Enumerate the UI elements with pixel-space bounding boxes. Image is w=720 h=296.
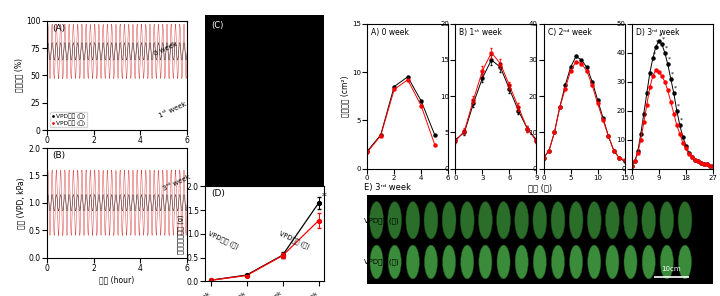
Ellipse shape — [570, 245, 582, 279]
Ellipse shape — [642, 202, 656, 239]
Y-axis label: 相対湿度 (%): 相対湿度 (%) — [14, 59, 23, 92]
Ellipse shape — [642, 245, 655, 279]
Ellipse shape — [479, 245, 492, 279]
Ellipse shape — [570, 202, 583, 239]
Text: (C): (C) — [211, 21, 223, 30]
Ellipse shape — [624, 245, 637, 279]
Text: *: * — [653, 51, 657, 56]
Text: *: * — [678, 103, 680, 108]
Ellipse shape — [442, 202, 456, 239]
Text: C) 2ⁿᵈ week: C) 2ⁿᵈ week — [548, 28, 592, 37]
Ellipse shape — [588, 245, 600, 279]
Text: A) 0 week: A) 0 week — [372, 28, 409, 37]
Text: E) 3ʳᵈ week: E) 3ʳᵈ week — [364, 184, 410, 192]
Ellipse shape — [460, 202, 474, 239]
Ellipse shape — [424, 202, 438, 239]
Ellipse shape — [388, 202, 402, 239]
Text: 葉齢 (枚): 葉齢 (枚) — [528, 184, 552, 192]
Y-axis label: 地上部乾燥重量 (g): 地上部乾燥重量 (g) — [177, 214, 184, 254]
Ellipse shape — [624, 202, 637, 239]
Text: *: * — [321, 192, 326, 202]
Ellipse shape — [461, 245, 474, 279]
Ellipse shape — [515, 245, 528, 279]
Ellipse shape — [533, 202, 546, 239]
Ellipse shape — [606, 245, 619, 279]
Text: *: * — [671, 71, 675, 76]
Text: *: * — [656, 40, 660, 45]
Ellipse shape — [406, 202, 420, 239]
Ellipse shape — [660, 202, 674, 239]
Ellipse shape — [388, 245, 401, 279]
Text: VPD変動 (小): VPD変動 (小) — [364, 259, 398, 265]
X-axis label: 時間 (hour): 時間 (hour) — [99, 276, 135, 284]
Ellipse shape — [479, 202, 492, 239]
Text: B) 1ˢᵗ week: B) 1ˢᵗ week — [459, 28, 503, 37]
Ellipse shape — [606, 202, 619, 239]
Ellipse shape — [534, 245, 546, 279]
Text: 10 cm: 10 cm — [286, 210, 307, 216]
Text: *: * — [680, 118, 683, 123]
Text: VPD変動 (小): VPD変動 (小) — [207, 230, 239, 250]
Text: D) 3ʳᵈ week: D) 3ʳᵈ week — [636, 28, 680, 37]
Text: *: * — [665, 45, 668, 50]
Ellipse shape — [424, 245, 438, 279]
Text: 3ʳᵈ week: 3ʳᵈ week — [162, 174, 191, 192]
Text: (A): (A) — [53, 24, 66, 33]
Text: (B): (B) — [53, 151, 66, 160]
Text: *: * — [674, 86, 678, 91]
Y-axis label: 齊差 (VPD, kPa): 齊差 (VPD, kPa) — [17, 177, 26, 229]
Ellipse shape — [406, 245, 419, 279]
Ellipse shape — [678, 245, 691, 279]
Ellipse shape — [588, 202, 601, 239]
Text: VPD変動 (大): VPD変動 (大) — [278, 230, 310, 250]
Ellipse shape — [678, 202, 692, 239]
Text: *: * — [660, 34, 662, 39]
Ellipse shape — [660, 245, 673, 279]
Ellipse shape — [497, 202, 510, 239]
Text: *: * — [668, 57, 671, 62]
Text: (D): (D) — [211, 189, 225, 198]
Text: 10cm: 10cm — [662, 266, 681, 272]
Text: VPD変動 (大): VPD変動 (大) — [364, 217, 398, 223]
Text: *: * — [662, 37, 665, 42]
Ellipse shape — [515, 202, 528, 239]
Ellipse shape — [552, 245, 564, 279]
Ellipse shape — [551, 202, 565, 239]
Text: 1ˢᵗ week: 1ˢᵗ week — [158, 101, 187, 119]
Ellipse shape — [497, 245, 510, 279]
Ellipse shape — [370, 245, 383, 279]
Text: 0 week: 0 week — [153, 41, 179, 57]
Ellipse shape — [369, 202, 384, 239]
Ellipse shape — [443, 245, 456, 279]
Legend: VPD変動 (小), VPD変動 (大): VPD変動 (小), VPD変動 (大) — [50, 112, 87, 127]
Y-axis label: 葉面面積 (cm²): 葉面面積 (cm²) — [340, 75, 349, 117]
